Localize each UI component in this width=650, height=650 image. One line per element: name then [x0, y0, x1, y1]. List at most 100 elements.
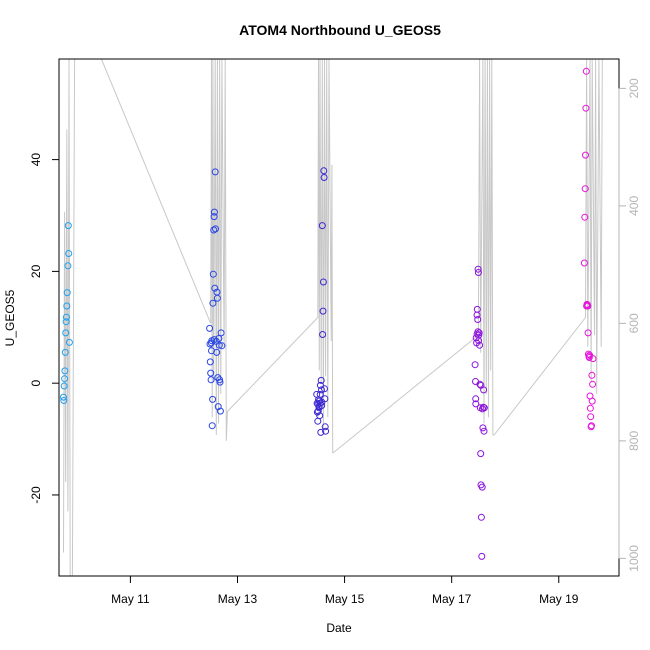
- data-point-series-2: [206, 358, 214, 366]
- y-tick-label: 0: [29, 380, 43, 387]
- x-tick-label: May 17: [432, 592, 472, 606]
- data-point-series-3: [318, 386, 325, 394]
- data-point-series-4: [474, 269, 482, 276]
- data-point-series-1: [63, 302, 71, 310]
- data-point-series-2: [206, 324, 214, 332]
- data-point-series-4: [471, 361, 479, 369]
- x-axis-title: Date: [326, 621, 352, 635]
- data-point-series-2: [207, 376, 215, 384]
- secondary-y-axis: 200 400 600 800 1000: [618, 78, 641, 572]
- data-point-series-4: [474, 265, 482, 273]
- secondary-y-tick-label: 600: [627, 313, 641, 333]
- x-tick-label: May 15: [325, 592, 365, 606]
- x-tick-label: May 13: [218, 592, 258, 606]
- data-point-series-2: [209, 395, 217, 403]
- data-point-series-4: [477, 513, 485, 521]
- data-point-series-5: [584, 329, 592, 337]
- data-point-series-2: [210, 226, 218, 234]
- data-point-series-1: [60, 382, 68, 390]
- data-point-series-4: [478, 483, 486, 491]
- data-point-series-1: [64, 222, 72, 230]
- data-point-series-2: [206, 340, 214, 348]
- data-point-series-1: [62, 329, 70, 337]
- data-point-series-5: [582, 151, 589, 159]
- y-tick-label: 20: [29, 264, 43, 278]
- data-point-series-2: [209, 299, 217, 307]
- data-point-series-4: [476, 380, 484, 388]
- data-point-series-1: [60, 397, 68, 404]
- data-point-series-3: [317, 376, 325, 384]
- data-point-series-5: [582, 67, 590, 75]
- data-point-series-5: [585, 354, 593, 361]
- data-point-series-5: [589, 380, 597, 388]
- data-point-series-3: [314, 400, 322, 408]
- secondary-y-tick-label: 400: [627, 196, 641, 216]
- data-point-series-1: [61, 348, 69, 356]
- data-point-series-4: [474, 328, 482, 336]
- data-point-series-2: [211, 168, 219, 176]
- plot-frame: [58, 58, 620, 577]
- data-point-series-3: [316, 390, 324, 398]
- y-tick-label: 40: [29, 153, 43, 167]
- data-point-series-1: [65, 250, 73, 257]
- data-point-series-5: [588, 371, 596, 379]
- data-point-series-3: [317, 428, 325, 436]
- secondary-y-tick-label: 200: [627, 78, 641, 98]
- data-point-series-5: [588, 397, 596, 405]
- data-point-series-3: [316, 381, 324, 389]
- data-point-series-3: [321, 385, 328, 393]
- data-point-series-4: [472, 395, 480, 403]
- data-point-series-1: [63, 289, 71, 297]
- x-axis: May 11 May 13 May 15 May 17 May 19: [111, 576, 579, 606]
- data-point-series-4: [479, 424, 487, 432]
- data-point-series-5: [581, 185, 589, 193]
- data-point-series-5: [587, 413, 595, 421]
- data-point-series-2: [210, 213, 218, 221]
- data-point-series-5: [582, 104, 590, 112]
- x-tick-label: May 11: [111, 592, 150, 606]
- data-point-series-1: [60, 393, 67, 401]
- data-point-series-2: [207, 369, 215, 377]
- data-point-series-4: [472, 400, 480, 408]
- x-tick-label: May 19: [539, 592, 579, 606]
- data-point-series-4: [477, 450, 485, 458]
- data-point-series-3: [321, 423, 329, 431]
- y-axis: -20 0 20 40: [29, 153, 59, 504]
- y-axis-title: U_GEOS5: [3, 289, 17, 346]
- data-point-series-3: [314, 407, 322, 415]
- data-point-series-3: [320, 167, 328, 175]
- data-point-series-2: [217, 329, 225, 337]
- data-point-series-1: [62, 313, 70, 321]
- data-point-series-4: [478, 552, 486, 560]
- data-point-series-3: [319, 278, 327, 286]
- data-point-series-2: [216, 378, 224, 386]
- data-point-series-5: [581, 213, 589, 221]
- data-point-series-2: [210, 208, 218, 216]
- data-point-series-3: [321, 395, 329, 403]
- data-point-series-2: [213, 294, 221, 302]
- data-point-series-4: [480, 427, 488, 435]
- data-point-series-2: [216, 407, 224, 415]
- data-point-series-3: [319, 307, 327, 315]
- data-point-series-4: [477, 381, 485, 389]
- y-tick-label: -20: [29, 486, 43, 504]
- data-point-series-1: [61, 367, 69, 375]
- data-point-series-2: [208, 422, 216, 430]
- data-point-series-3: [318, 222, 326, 230]
- secondary-trace-layer: [63, 58, 604, 577]
- data-point-series-2: [211, 284, 219, 292]
- data-point-series-2: [212, 225, 219, 233]
- data-point-series-2: [213, 348, 221, 356]
- data-point-series-5: [588, 422, 595, 430]
- scatter-points-layer: [60, 67, 597, 560]
- secondary-y-tick-label: 800: [627, 431, 641, 451]
- chart-title: ATOM4 Northbound U_GEOS5: [239, 22, 441, 38]
- data-point-series-3: [322, 427, 330, 435]
- data-point-series-5: [589, 355, 597, 363]
- data-point-series-1: [65, 338, 73, 346]
- data-point-series-4: [472, 378, 479, 385]
- data-point-series-3: [320, 174, 328, 181]
- data-point-series-5: [580, 259, 588, 267]
- data-point-series-5: [584, 302, 592, 310]
